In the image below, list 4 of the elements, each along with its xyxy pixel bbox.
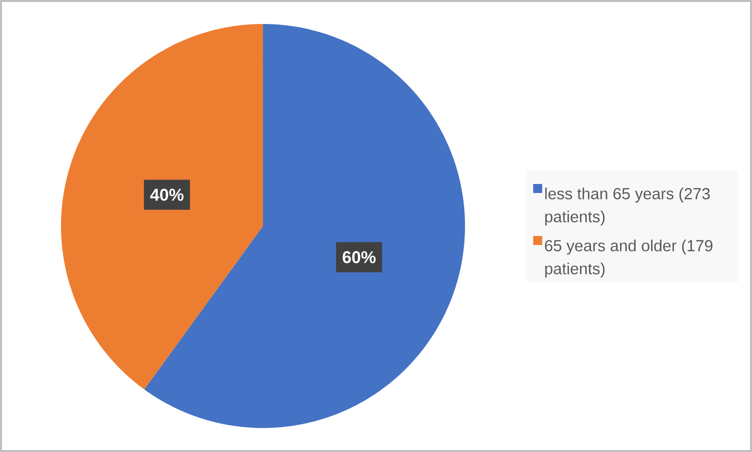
legend-label: 65 years and older (179 patients) — [545, 240, 712, 278]
data-label: 60% — [342, 251, 376, 264]
data-label: 40% — [150, 188, 184, 201]
legend-label: less than 65 years (273 patients) — [545, 188, 710, 226]
